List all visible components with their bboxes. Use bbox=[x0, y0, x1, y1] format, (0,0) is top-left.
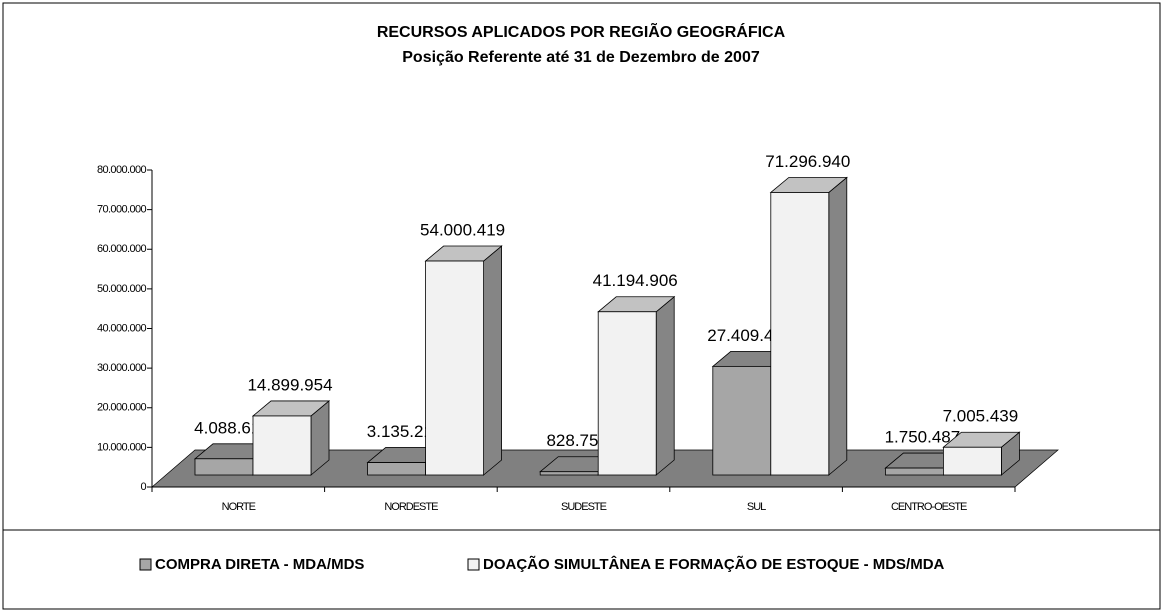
bar-side bbox=[655, 295, 675, 476]
x-tick-label: SUL bbox=[747, 501, 766, 513]
y-tick-label: 30.000.000 bbox=[97, 362, 147, 374]
y-tick-label: 10.000.000 bbox=[97, 441, 147, 453]
legend-swatch bbox=[467, 558, 480, 571]
value-label: 3.135.219 bbox=[367, 422, 443, 441]
bar bbox=[539, 471, 599, 476]
legend-label: DOAÇÃO SIMULTÂNEA E FORMAÇÃO DE ESTOQUE … bbox=[483, 555, 945, 573]
bar bbox=[194, 458, 254, 476]
value-label: 71.296.940 bbox=[765, 152, 850, 171]
x-tick-label: NORDESTE bbox=[384, 501, 438, 513]
y-tick-label: 50.000.000 bbox=[97, 283, 147, 295]
legend-swatch bbox=[139, 558, 152, 571]
bar bbox=[770, 192, 830, 476]
x-tick-label: SUDESTE bbox=[561, 501, 607, 513]
bar bbox=[367, 462, 427, 476]
bar bbox=[943, 446, 1002, 476]
bar-side bbox=[483, 245, 503, 476]
x-tick-label: CENTRO-OESTE bbox=[891, 501, 967, 513]
bar bbox=[252, 415, 312, 476]
bar bbox=[425, 260, 485, 476]
chart-title: RECURSOS APLICADOS POR REGIÃO GEOGRÁFICA bbox=[377, 21, 786, 41]
bar bbox=[712, 365, 772, 476]
y-tick-label: 60.000.000 bbox=[97, 243, 147, 255]
value-label: 7.005.439 bbox=[943, 407, 1019, 426]
y-tick-label: 20.000.000 bbox=[97, 402, 147, 414]
value-label: 1.750.487 bbox=[885, 428, 961, 447]
bar bbox=[885, 467, 944, 476]
value-label: 54.000.419 bbox=[420, 221, 505, 240]
y-tick-label: 40.000.000 bbox=[97, 322, 147, 334]
value-label: 4.088.615 bbox=[194, 418, 270, 437]
legend-label: COMPRA DIRETA - MDA/MDS bbox=[155, 556, 364, 573]
bar bbox=[597, 311, 657, 476]
bar-side bbox=[828, 176, 848, 476]
chart-subtitle: Posição Referente até 31 de Dezembro de … bbox=[402, 49, 760, 66]
y-tick-label: 0 bbox=[140, 481, 146, 493]
y-tick-label: 70.000.000 bbox=[97, 204, 147, 216]
value-label: 828.754 bbox=[546, 431, 607, 450]
x-tick-label: NORTE bbox=[222, 501, 256, 513]
y-tick-label: 80.000.000 bbox=[97, 164, 147, 176]
value-label: 41.194.906 bbox=[593, 271, 678, 290]
value-label: 14.899.954 bbox=[247, 375, 332, 394]
